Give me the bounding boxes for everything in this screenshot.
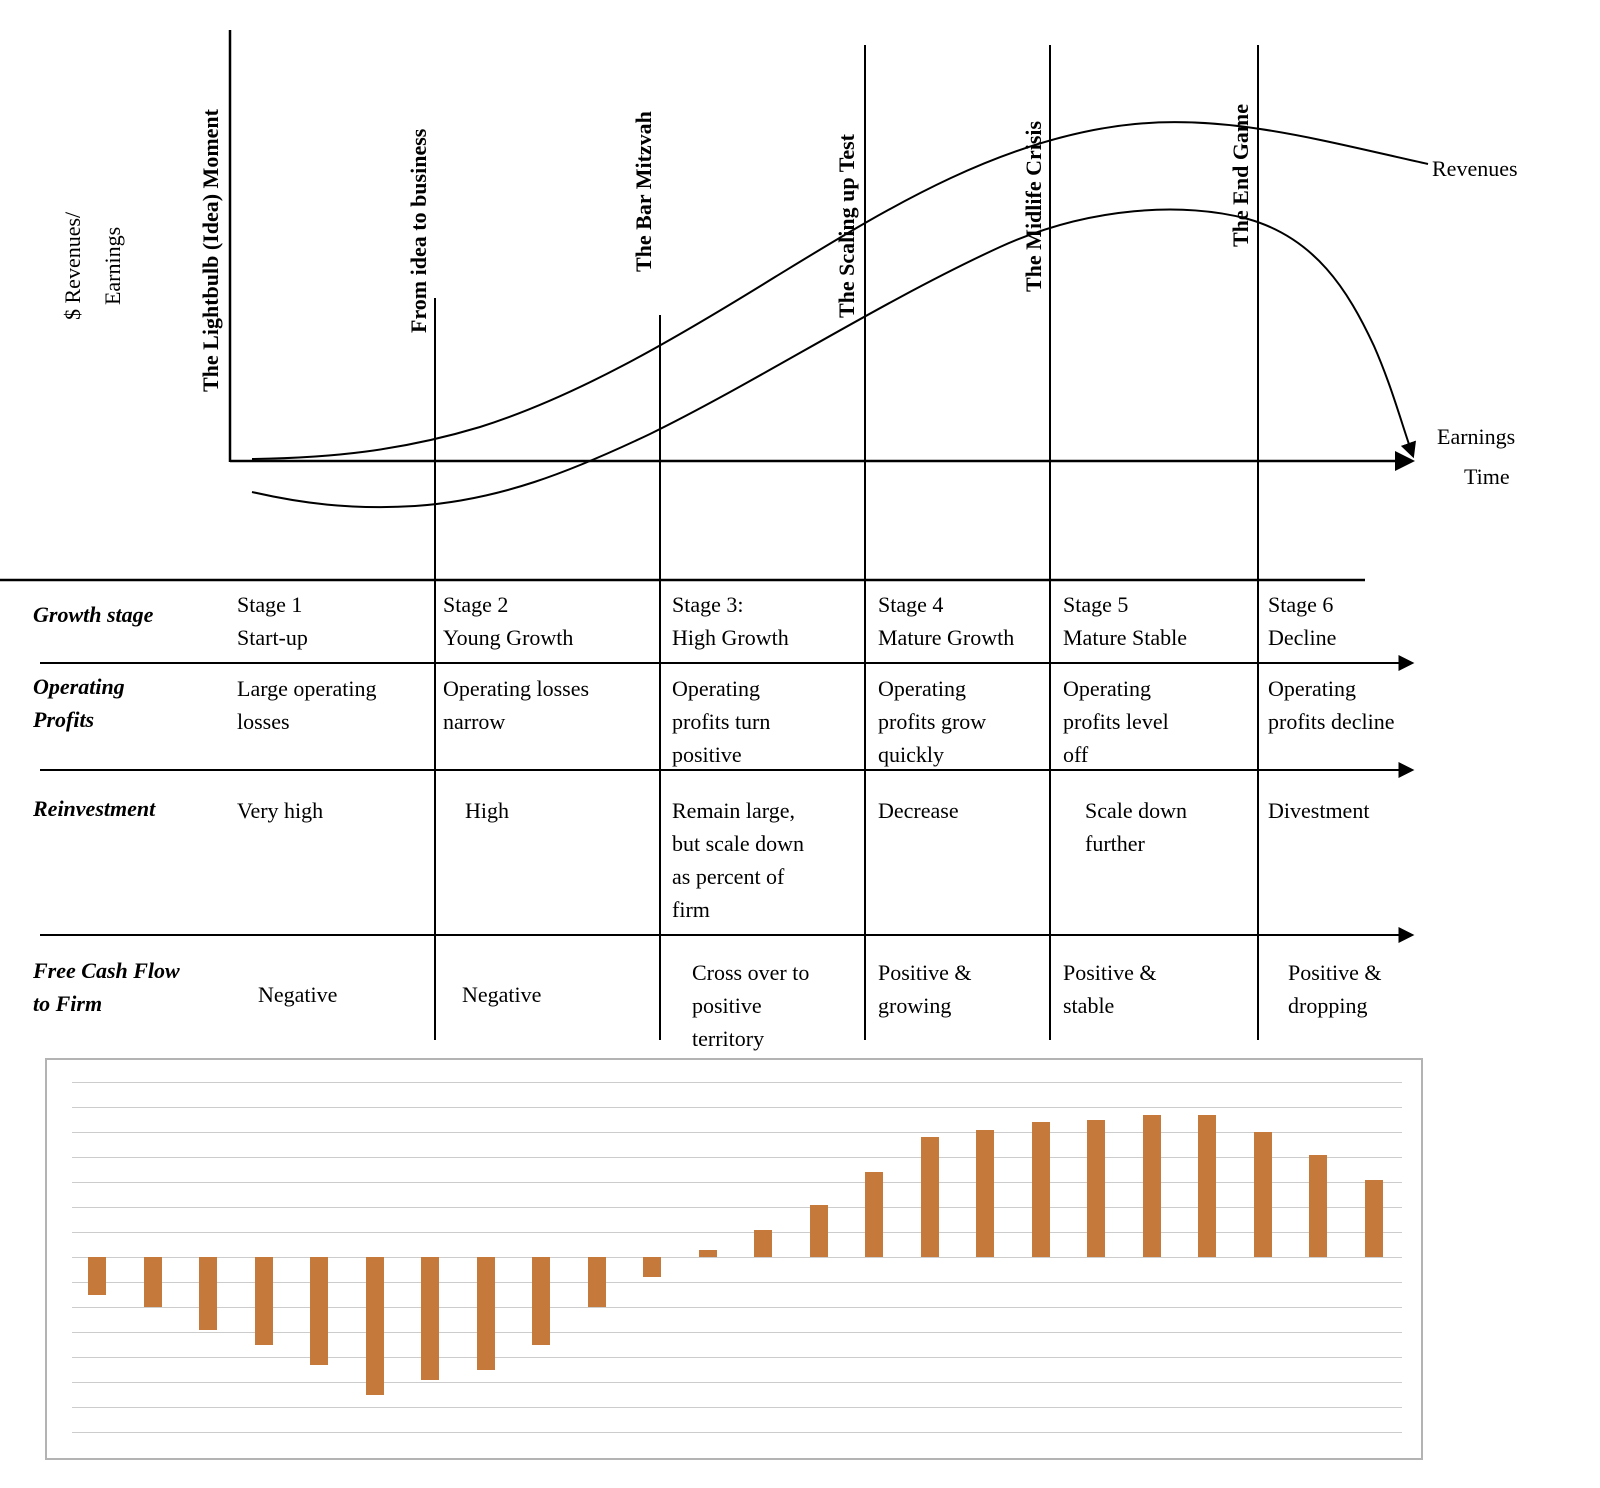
stage-marker-lightbulb-moment: The Lightbulb (Idea) Moment <box>198 109 223 392</box>
row-label-reinvestment: Reinvestment <box>33 796 156 821</box>
table-cell: Operating profits turn positive <box>672 676 771 767</box>
table-cell: Negative <box>462 982 542 1007</box>
fcff-bar <box>920 1137 939 1257</box>
table-cell: Scale down further <box>1085 798 1188 856</box>
fcff-bar <box>88 1257 106 1295</box>
fcff-bar <box>143 1257 162 1307</box>
fcff-bar-chart <box>45 1058 1423 1460</box>
fcff-bar-plot <box>47 1060 1421 1458</box>
fcff-bar <box>310 1257 328 1365</box>
fcff-bar <box>1253 1132 1272 1257</box>
bar-chart-gridlines <box>72 1082 1402 1433</box>
stage-marker-bar-mitzvah: The Bar Mitzvah <box>631 111 656 272</box>
table-cell: Operating losses narrow <box>443 676 590 734</box>
fcff-bar <box>1142 1114 1161 1257</box>
row-label-growth-stage: Growth stage <box>33 602 154 627</box>
stage-marker-idea-to-business: From idea to business <box>406 128 431 333</box>
stage-marker-end-game: The End Game <box>1228 103 1253 247</box>
earnings-curve-label: Earnings <box>1437 424 1516 449</box>
stage-marker-midlife-crisis: The Midlife Crisis <box>1021 120 1046 292</box>
fcff-bar <box>1198 1114 1216 1257</box>
fcff-bar <box>199 1257 217 1330</box>
table-cell: Cross over to positive territory <box>692 960 810 1051</box>
table-cell: Remain large, but scale down as percent … <box>672 798 804 922</box>
fcff-bar <box>1031 1122 1050 1257</box>
table-cell: Stage 1 Start-up <box>237 592 308 650</box>
fcff-bar <box>254 1257 273 1345</box>
fcff-bar <box>365 1257 384 1395</box>
table-cell: Operating profits grow quickly <box>878 676 987 767</box>
table-cell: Very high <box>237 798 324 823</box>
row-label-free-cash-flow: Free Cash Flow to Firm <box>33 958 180 1016</box>
revenues-curve-label: Revenues <box>1432 156 1518 181</box>
fcff-bar <box>754 1229 772 1257</box>
table-cell: Operating profits level off <box>1063 676 1169 767</box>
fcff-bar <box>476 1257 495 1370</box>
fcff-bar <box>532 1257 550 1345</box>
fcff-bar <box>865 1172 883 1257</box>
table-cell: Stage 4 Mature Growth <box>878 592 1015 650</box>
table-cell: Divestment <box>1268 798 1370 823</box>
fcff-bar <box>976 1129 994 1257</box>
table-cell: Positive & dropping <box>1288 960 1382 1018</box>
x-axis-label: Time <box>1464 464 1510 489</box>
fcff-bar <box>1309 1154 1327 1257</box>
fcff-bar <box>587 1257 606 1307</box>
y-axis-label: $ Revenues/ Earnings <box>60 211 125 320</box>
row-label-operating-profits: Operating Profits <box>33 674 125 732</box>
table-cell: Operating profits decline <box>1268 676 1395 734</box>
fcff-bar <box>809 1204 828 1257</box>
stage-marker-scaling-up-test: The Scaling up Test <box>834 133 859 318</box>
table-cell: High <box>465 798 509 823</box>
earnings-curve <box>251 208 1416 509</box>
revenues-curve <box>251 121 1429 460</box>
table-cell: Large operating losses <box>237 676 377 734</box>
fcff-bar <box>643 1257 661 1277</box>
table-cell: Positive & stable <box>1063 960 1157 1018</box>
table-cell: Stage 6 Decline <box>1268 592 1337 650</box>
table-cell: Positive & growing <box>878 960 972 1018</box>
fcff-bar <box>421 1257 439 1380</box>
table-cell: Stage 2 Young Growth <box>443 592 574 650</box>
table-cell: Decrease <box>878 798 959 823</box>
table-cell: Stage 5 Mature Stable <box>1063 592 1188 650</box>
fcff-bar <box>1364 1179 1383 1257</box>
fcff-bar <box>698 1249 717 1257</box>
fcff-bar <box>1087 1119 1105 1257</box>
table-cell: Negative <box>258 982 338 1007</box>
table-cell: Stage 3: High Growth <box>672 592 789 650</box>
